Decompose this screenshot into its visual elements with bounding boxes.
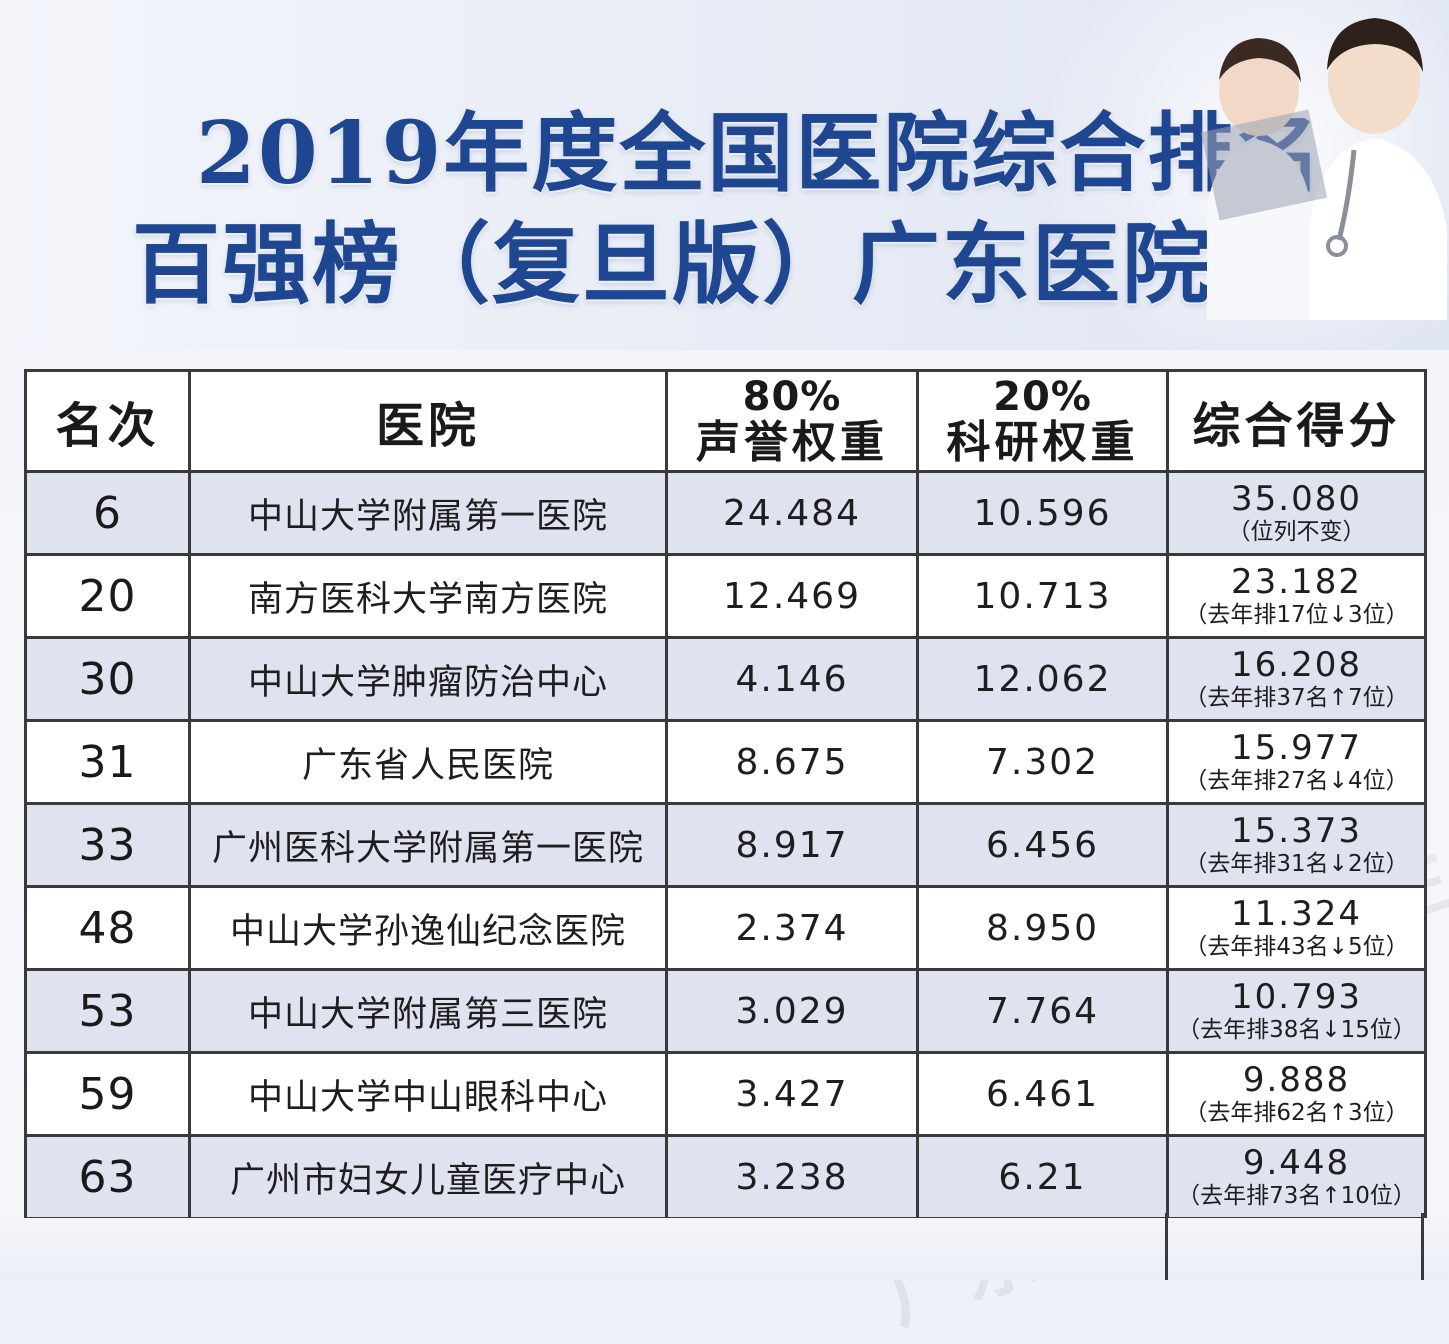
research-cell: 6.21 bbox=[916, 1134, 1169, 1220]
table-row: 48 中山大学孙逸仙纪念医院 2.374 8.950 11.324 （去年排43… bbox=[24, 885, 1427, 971]
reputation-cell: 2.374 bbox=[665, 885, 919, 971]
hospital-cell: 广东省人民医院 bbox=[188, 719, 668, 805]
score-value: 23.182 bbox=[1231, 562, 1362, 602]
score-value: 9.888 bbox=[1242, 1060, 1351, 1100]
hospital-cell: 广州医科大学附属第一医院 bbox=[188, 802, 668, 888]
reputation-cell: 3.427 bbox=[665, 1051, 919, 1137]
header-score: 综合得分 bbox=[1166, 369, 1427, 473]
rank-cell: 59 bbox=[24, 1051, 191, 1137]
rank-cell: 48 bbox=[24, 885, 191, 971]
rank-cell: 63 bbox=[24, 1134, 191, 1220]
score-cell: 23.182 （去年排17位↓3位） bbox=[1166, 553, 1427, 639]
score-note: （去年排37名↑7位） bbox=[1184, 685, 1409, 711]
score-value: 16.208 bbox=[1231, 645, 1362, 685]
title-line-1: 2019年度全国医院综合排名 bbox=[196, 103, 1324, 204]
research-cell: 6.456 bbox=[916, 802, 1169, 888]
header-reputation-pct: 80% bbox=[742, 374, 842, 420]
table-row: 63 广州市妇女儿童医疗中心 3.238 6.21 9.448 （去年排73名↑… bbox=[24, 1134, 1427, 1220]
hospital-cell: 中山大学附属第三医院 bbox=[188, 968, 668, 1054]
research-cell: 10.596 bbox=[916, 470, 1169, 556]
title-line-2: 百强榜（复旦版）广东医院名单 bbox=[132, 212, 1393, 316]
header-rank: 名次 bbox=[24, 369, 191, 473]
score-cell: 35.080 （位列不变） bbox=[1166, 470, 1427, 556]
score-note: （位列不变） bbox=[1227, 519, 1366, 545]
table-row: 59 中山大学中山眼科中心 3.427 6.461 9.888 （去年排62名↑… bbox=[24, 1051, 1427, 1137]
divider bbox=[1165, 1213, 1168, 1280]
reputation-cell: 3.238 bbox=[665, 1134, 919, 1220]
score-note: （去年排73名↑10位） bbox=[1177, 1183, 1416, 1209]
score-value: 9.448 bbox=[1242, 1143, 1351, 1183]
research-cell: 12.062 bbox=[916, 636, 1169, 722]
header-research-label: 科研权重 bbox=[946, 417, 1139, 468]
score-cell: 9.888 （去年排62名↑3位） bbox=[1166, 1051, 1427, 1137]
score-note: （去年排62名↑3位） bbox=[1184, 1100, 1409, 1126]
doctors-illustration bbox=[1200, 18, 1447, 320]
score-cell: 16.208 （去年排37名↑7位） bbox=[1166, 636, 1427, 722]
hospital-cell: 中山大学附属第一医院 bbox=[188, 470, 668, 556]
rank-cell: 31 bbox=[24, 719, 191, 805]
rank-cell: 6 bbox=[24, 470, 191, 556]
table-row: 30 中山大学肿瘤防治中心 4.146 12.062 16.208 （去年排37… bbox=[24, 636, 1427, 722]
table-row: 6 中山大学附属第一医院 24.484 10.596 35.080 （位列不变） bbox=[24, 470, 1427, 556]
research-cell: 7.764 bbox=[916, 968, 1169, 1054]
hospital-cell: 中山大学中山眼科中心 bbox=[188, 1051, 668, 1137]
hospital-cell: 中山大学肿瘤防治中心 bbox=[188, 636, 668, 722]
header-reputation: 80% 声誉权重 bbox=[665, 369, 919, 473]
hospital-cell: 南方医科大学南方医院 bbox=[188, 553, 668, 639]
score-value: 11.324 bbox=[1231, 894, 1362, 934]
ranking-table: 名次 医院 80% 声誉权重 20% 科研权重 综合得分 6 中山大学附属第一医… bbox=[24, 369, 1427, 1220]
table-header-row: 名次 医院 80% 声誉权重 20% 科研权重 综合得分 bbox=[24, 369, 1427, 473]
score-note: （去年排17位↓3位） bbox=[1184, 602, 1409, 628]
score-cell: 15.373 （去年排31名↓2位） bbox=[1166, 802, 1427, 888]
research-cell: 8.950 bbox=[916, 885, 1169, 971]
score-value: 15.373 bbox=[1231, 811, 1362, 851]
reputation-cell: 4.146 bbox=[665, 636, 919, 722]
score-cell: 10.793 （去年排38名↓15位） bbox=[1166, 968, 1427, 1054]
header-banner: 2019年度全国医院综合排名 百强榜（复旦版）广东医院名单 bbox=[0, 0, 1449, 350]
research-cell: 7.302 bbox=[916, 719, 1169, 805]
score-value: 10.793 bbox=[1231, 977, 1362, 1017]
table-bottom-continuation bbox=[24, 1213, 1424, 1280]
table-row: 20 南方医科大学南方医院 12.469 10.713 23.182 （去年排1… bbox=[24, 553, 1427, 639]
score-cell: 9.448 （去年排73名↑10位） bbox=[1166, 1134, 1427, 1220]
research-cell: 10.713 bbox=[916, 553, 1169, 639]
rank-cell: 30 bbox=[24, 636, 191, 722]
header-research: 20% 科研权重 bbox=[916, 369, 1169, 473]
score-note: （去年排27名↓4位） bbox=[1184, 768, 1409, 794]
reputation-cell: 8.675 bbox=[665, 719, 919, 805]
reputation-cell: 12.469 bbox=[665, 553, 919, 639]
score-note: （去年排43名↓5位） bbox=[1184, 934, 1409, 960]
table-row: 53 中山大学附属第三医院 3.029 7.764 10.793 （去年排38名… bbox=[24, 968, 1427, 1054]
reputation-cell: 8.917 bbox=[665, 802, 919, 888]
hospital-cell: 中山大学孙逸仙纪念医院 bbox=[188, 885, 668, 971]
score-cell: 11.324 （去年排43名↓5位） bbox=[1166, 885, 1427, 971]
table-row: 33 广州医科大学附属第一医院 8.917 6.456 15.373 （去年排3… bbox=[24, 802, 1427, 888]
rank-cell: 20 bbox=[24, 553, 191, 639]
score-cell: 15.977 （去年排27名↓4位） bbox=[1166, 719, 1427, 805]
divider bbox=[1421, 1213, 1424, 1280]
research-cell: 6.461 bbox=[916, 1051, 1169, 1137]
score-value: 35.080 bbox=[1231, 479, 1362, 519]
header-reputation-label: 声誉权重 bbox=[696, 417, 888, 468]
score-note: （去年排38名↓15位） bbox=[1177, 1017, 1416, 1043]
rank-cell: 53 bbox=[24, 968, 191, 1054]
reputation-cell: 24.484 bbox=[665, 470, 919, 556]
table-row: 31 广东省人民医院 8.675 7.302 15.977 （去年排27名↓4位… bbox=[24, 719, 1427, 805]
ranking-table-container: 名次 医院 80% 声誉权重 20% 科研权重 综合得分 6 中山大学附属第一医… bbox=[24, 369, 1427, 1220]
score-value: 15.977 bbox=[1231, 728, 1362, 768]
bottom-strip bbox=[0, 1218, 1449, 1280]
reputation-cell: 3.029 bbox=[665, 968, 919, 1054]
header-hospital: 医院 bbox=[188, 369, 668, 473]
hospital-cell: 广州市妇女儿童医疗中心 bbox=[188, 1134, 668, 1220]
score-note: （去年排31名↓2位） bbox=[1184, 851, 1409, 877]
header-research-pct: 20% bbox=[993, 374, 1092, 420]
rank-cell: 33 bbox=[24, 802, 191, 888]
